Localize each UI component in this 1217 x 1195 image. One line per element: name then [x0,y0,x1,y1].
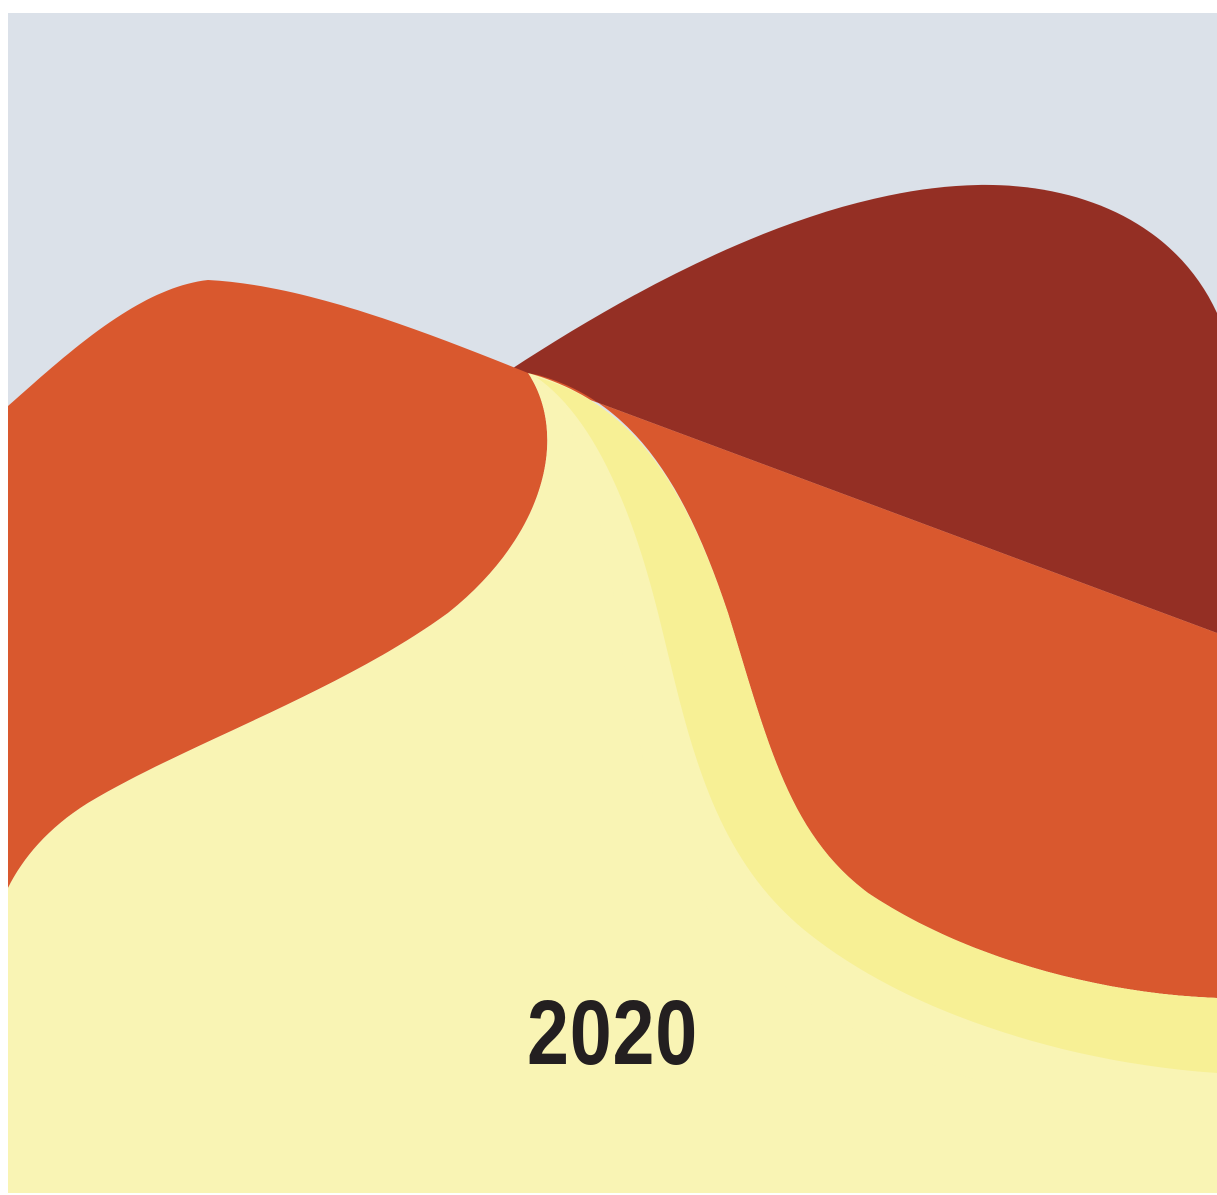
year-label: 2020 [526,982,699,1084]
dune-artwork [8,13,1217,1193]
sand-ridge-soften [536,377,1217,1123]
dune-illustration: 2020 [8,13,1217,1193]
dune-right-orange [510,370,1217,998]
dune-left-orange [8,280,548,888]
sand-ridge-highlight [536,377,1217,1073]
dune-dark-red [510,184,1217,633]
